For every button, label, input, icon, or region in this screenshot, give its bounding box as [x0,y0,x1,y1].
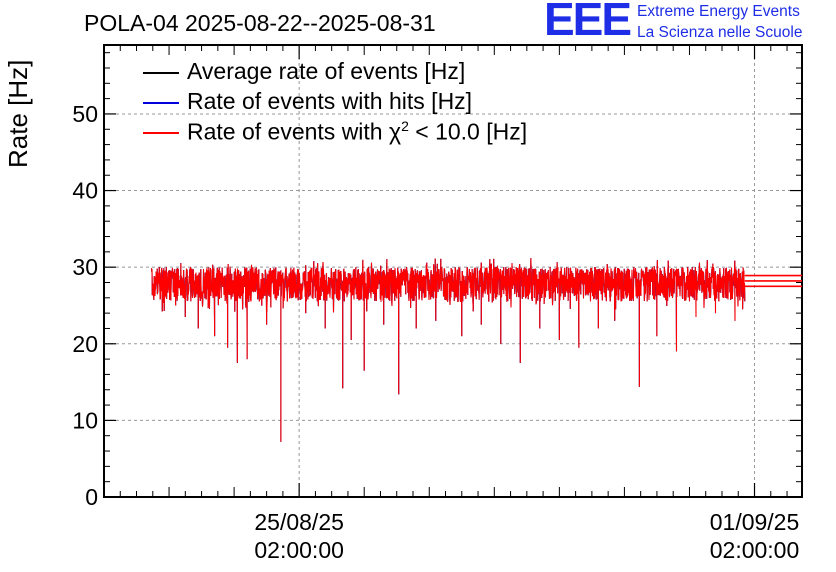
y-tick-label: 40 [72,178,98,204]
y-axis-label: Rate [Hz] [3,59,33,168]
legend-label-chi2: Rate of events with χ2 < 10.0 [Hz] [187,118,527,146]
axis-ticks [103,45,802,498]
legend-swatch-blue [143,102,179,104]
legend-swatch-red [143,132,179,134]
y-tick-label: 20 [72,331,98,357]
x-tick-date-label: 01/09/25 [710,509,800,535]
y-tick-label: 50 [72,101,98,127]
grid-lines [104,45,802,497]
x-tick-time-label: 02:00:00 [254,537,344,563]
legend-chi2-suffix: < 10.0 [Hz] [408,118,528,145]
logo-line-1: Extreme Energy Events [637,3,800,20]
y-tick-label: 30 [72,254,98,280]
legend-label-hits: Rate of events with hits [Hz] [187,88,473,114]
plot-frame [103,44,803,498]
series-group [150,258,802,442]
y-tick-label: 10 [72,407,98,433]
chart-title: POLA-04 2025-08-22--2025-08-31 [84,10,436,36]
eee-logo-icon: EEE [544,0,632,45]
legend-swatch-black [143,72,179,74]
legend-chi-exponent: 2 [401,118,409,134]
logo-line-2: La Scienza nelle Scuole [637,24,803,41]
legend-label-average: Average rate of events [Hz] [187,58,466,84]
legend-chi2-prefix: Rate of events with [187,118,389,145]
series-line-chi2 [150,258,746,442]
legend-chi-symbol: χ [389,118,402,145]
x-tick-time-label: 02:00:00 [710,537,800,563]
y-tick-label: 0 [85,484,98,510]
tick-labels: 0102030405025/08/2502:00:0001/09/2502:00… [72,101,799,563]
x-tick-date-label: 25/08/25 [254,509,344,535]
